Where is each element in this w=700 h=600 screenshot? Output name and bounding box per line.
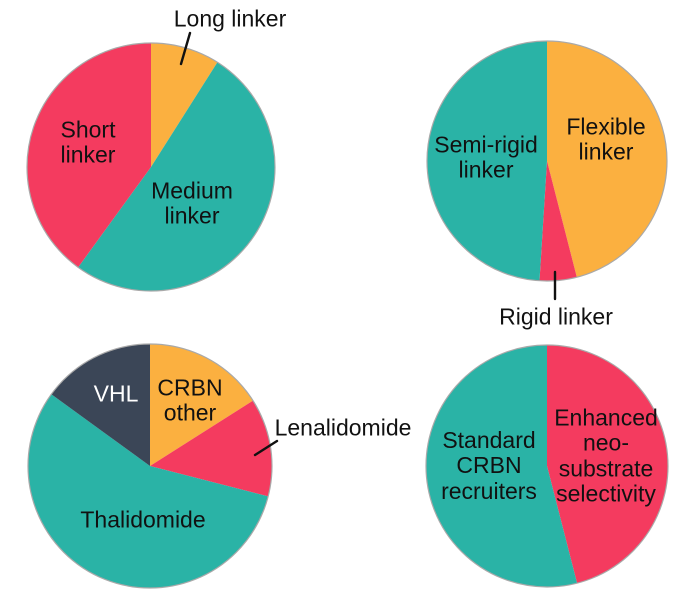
slice-lenalidomide bbox=[150, 400, 273, 497]
crbn-recruiter-pie bbox=[27, 343, 273, 589]
slice-standard-crbn-recruiters bbox=[426, 345, 578, 587]
slice-medium-linker bbox=[78, 62, 275, 291]
slice-enhanced-neo-substrate-selectivity bbox=[547, 345, 669, 584]
lenalidomide-leader-line bbox=[253, 439, 279, 457]
selectivity-pie bbox=[425, 344, 669, 588]
slice-long-linker bbox=[151, 43, 218, 167]
slice-crbn-other bbox=[150, 344, 254, 466]
pie-rim bbox=[425, 344, 669, 588]
slice-vhl bbox=[51, 344, 150, 466]
slice-rigid-linker bbox=[539, 161, 577, 281]
pie-rim bbox=[27, 343, 273, 589]
linker-type-pie bbox=[426, 40, 668, 282]
slice-short-linker bbox=[26, 42, 151, 268]
linker-length-pie bbox=[26, 42, 276, 292]
pie-rim bbox=[26, 42, 276, 292]
slice-semi-rigid-linker bbox=[427, 41, 547, 281]
long-linker-leader-line bbox=[179, 31, 192, 66]
slice-flexible-linker bbox=[547, 41, 667, 278]
pie-rim bbox=[426, 40, 668, 282]
slice-thalidomide bbox=[28, 394, 269, 588]
